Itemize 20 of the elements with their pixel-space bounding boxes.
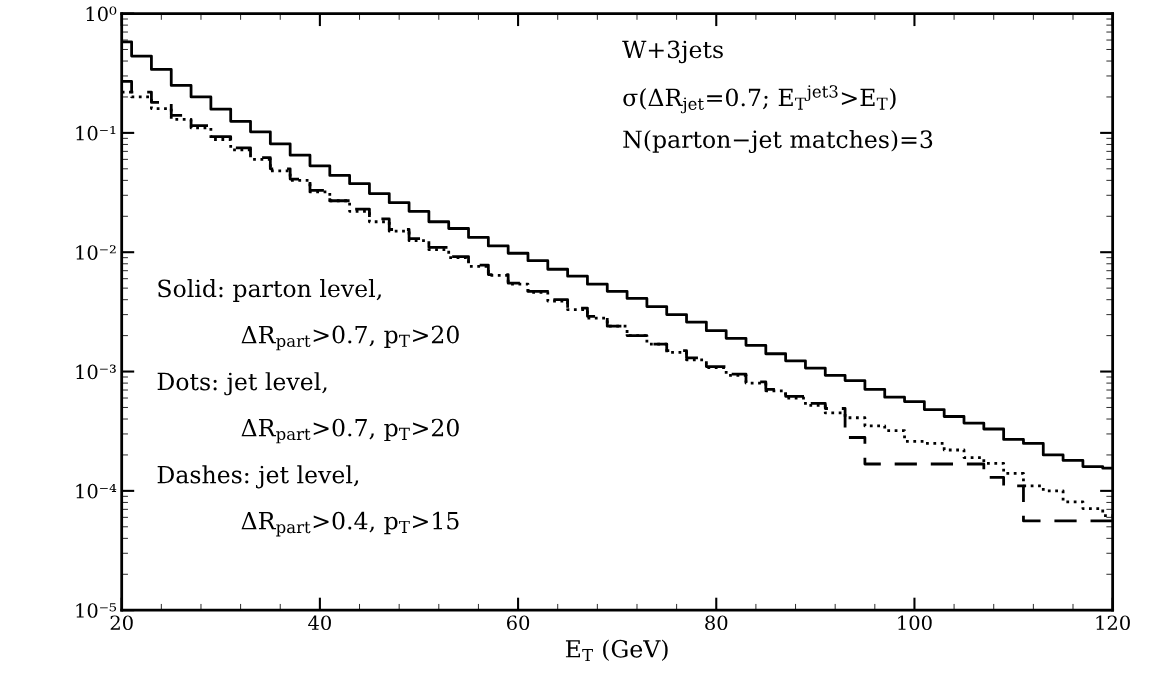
x-tick-label: 60 <box>507 615 530 631</box>
x-tick-label: 80 <box>705 615 728 631</box>
x-tick-label: 100 <box>898 615 932 631</box>
y-tick-label: 10⁻⁴ <box>76 483 117 499</box>
y-tick-label: 10⁻³ <box>76 364 116 380</box>
x-axis-title: E$_{T}$ (GeV) <box>565 639 668 662</box>
y-tick-label: 10⁻² <box>76 245 116 260</box>
annotation: N(parton−jet matches)=3 <box>623 129 933 154</box>
x-tick-label: 120 <box>1096 615 1130 631</box>
x-tick-label: 40 <box>308 615 331 631</box>
annotation: σ(ΔR$_{jet}$=0.7; E$_{T}$$^{jet3}$>E$_{T}$) <box>623 85 896 114</box>
annotation: W+3jets <box>622 40 723 64</box>
annotation: Dashes: jet level, <box>157 465 359 489</box>
annotation: Dots: jet level, <box>157 372 327 396</box>
y-tick-label: 10⁰ <box>86 6 117 22</box>
y-tick-label: 10⁻¹ <box>76 125 116 141</box>
annotation: Solid: parton level, <box>158 279 381 302</box>
annotation: ΔR$_{part}$>0.7, p$_{T}$>20 <box>241 418 459 444</box>
annotation: ΔR$_{part}$>0.4, p$_{T}$>15 <box>241 511 459 537</box>
annotation: ΔR$_{part}$>0.7, p$_{T}$>20 <box>241 325 459 351</box>
